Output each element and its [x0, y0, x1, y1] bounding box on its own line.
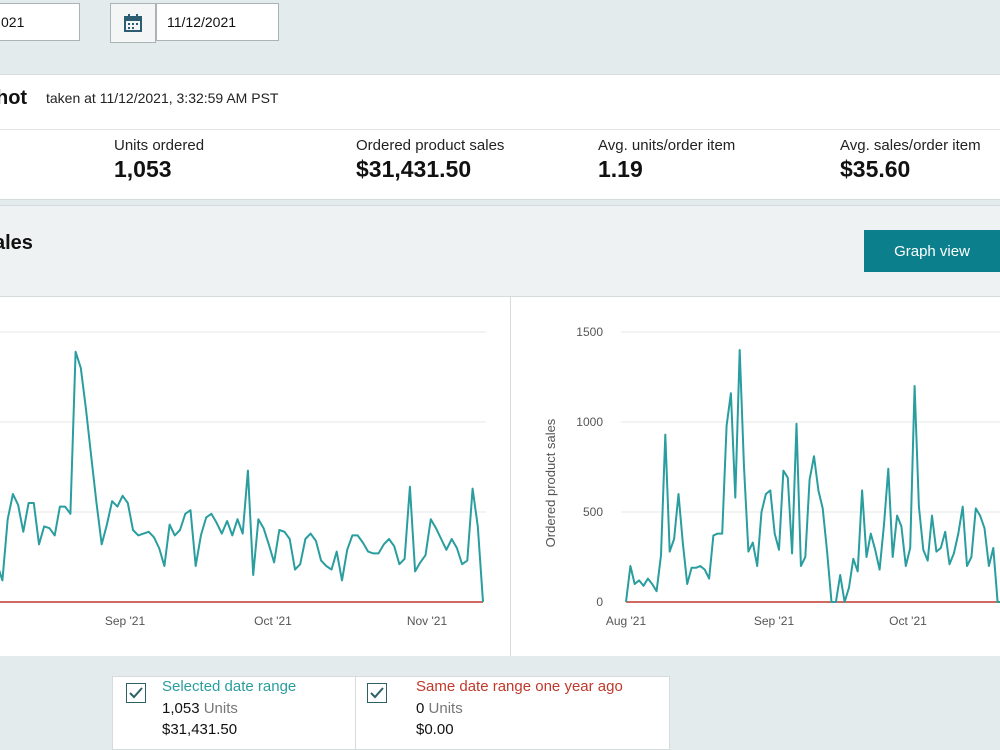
selected-range-checkbox[interactable] — [126, 683, 146, 703]
legend-selected-range — [112, 676, 356, 750]
x-tick-label: Sep '21 — [754, 614, 795, 628]
metric-value: 1.19 — [598, 156, 643, 182]
x-tick-label: Oct '21 — [254, 614, 292, 628]
x-tick-label: Nov '21 — [407, 614, 448, 628]
metric-units-ordered: Units ordered 1,053 — [114, 137, 204, 183]
metric-label: Units ordered — [114, 137, 205, 154]
y-tick-label: 1500 — [576, 325, 603, 339]
calendar-icon — [124, 14, 142, 32]
sales-snapshot-panel: hot taken at 11/12/2021, 3:32:59 AM PST … — [0, 74, 1000, 200]
start-date-input[interactable]: 021 — [0, 3, 80, 41]
x-tick-label: Sep '21 — [105, 614, 146, 628]
units-word: Units — [203, 700, 238, 717]
x-tick-label: Oct '21 — [889, 614, 927, 628]
units-ordered-chart: Sep '21 Oct '21 Nov '21 — [0, 331, 486, 628]
metric-ordered-product-sales: Ordered product sales $31,431.50 — [356, 137, 504, 183]
y-tick-label: 0 — [596, 595, 603, 609]
legend-previous-label: Same date range one year ago — [416, 678, 623, 695]
chart-divider — [510, 296, 511, 656]
previous-range-checkbox[interactable] — [367, 683, 387, 703]
y-tick-label: 500 — [583, 505, 603, 519]
legend-selected-units: 1,053 Units — [162, 700, 238, 717]
checkmark-icon — [129, 687, 143, 699]
legend-previous-range — [355, 676, 670, 750]
checkmark-icon — [370, 687, 384, 699]
snapshot-timestamp: taken at 11/12/2021, 3:32:59 AM PST — [46, 90, 279, 106]
snapshot-title: hot — [0, 87, 28, 109]
units-value: 1,053 — [162, 700, 200, 717]
metric-label: Avg. sales/order item — [840, 137, 981, 154]
end-date-input[interactable]: 11/12/2021 — [156, 3, 279, 41]
metric-label: Ordered product sales — [356, 137, 505, 154]
legend-previous-units: 0 Units — [416, 700, 463, 717]
metric-label: Avg. units/order item — [598, 137, 736, 154]
x-tick-label: Aug '21 — [606, 614, 647, 628]
sales-section-title: ales — [0, 232, 33, 254]
date-filter-bar: 021 11/12/2021 — [0, 0, 1000, 68]
y-tick-label: 1000 — [576, 415, 603, 429]
series-line-selected-range — [625, 349, 1000, 603]
series-line-selected-range — [0, 350, 484, 603]
metric-value: 1,053 — [114, 156, 172, 182]
y-axis-label: Ordered product sales — [543, 418, 558, 547]
units-value: 0 — [416, 700, 425, 717]
compare-sales-header: ales Graph view — [0, 206, 1000, 297]
metric-value: $31,431.50 — [356, 156, 472, 182]
calendar-button[interactable] — [110, 3, 156, 43]
ordered-product-sales-chart: 0 500 1000 1500 Ordered product sales Aug '21… — [543, 325, 1000, 628]
metric-avg-sales: Avg. sales/order item $35.60 — [840, 137, 981, 183]
metric-avg-units: Avg. units/order item 1.19 — [598, 137, 735, 183]
legend-selected-label: Selected date range — [162, 678, 297, 695]
snapshot-header: hot taken at 11/12/2021, 3:32:59 AM PST — [0, 75, 1000, 130]
metric-value: $35.60 — [840, 156, 911, 182]
graph-view-button[interactable]: Graph view — [864, 230, 1000, 272]
compare-sales-panel: ales Graph view — [0, 205, 1000, 656]
legend-selected-sales: $31,431.50 — [162, 721, 238, 738]
legend-previous-sales: $0.00 — [416, 721, 454, 738]
units-word: Units — [428, 700, 463, 717]
